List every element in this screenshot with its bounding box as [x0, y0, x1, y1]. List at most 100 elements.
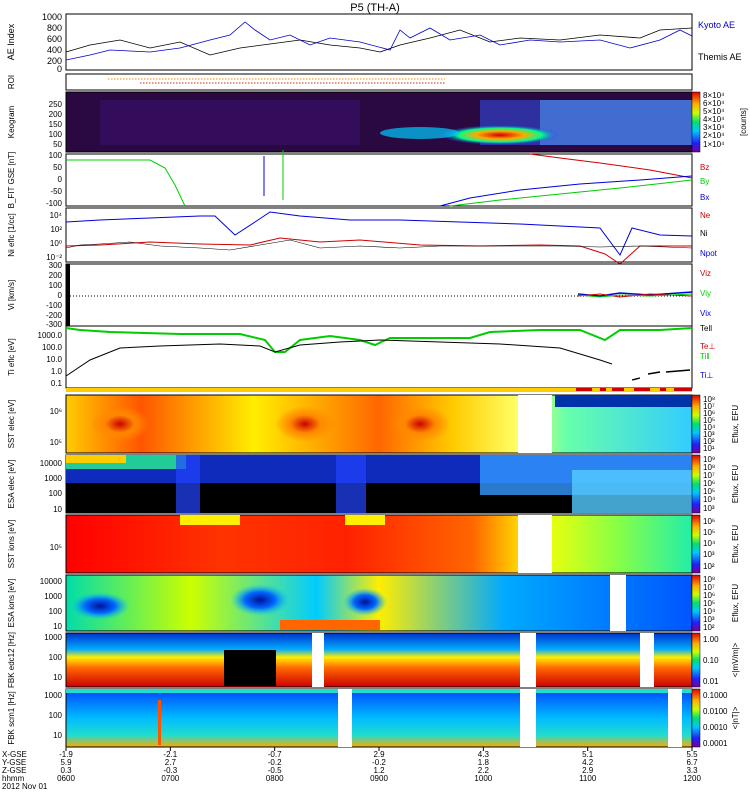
colorbar-label: [counts] [739, 108, 748, 136]
series-themis-ae [65, 27, 693, 56]
xaxis-tick-label: 1200 [683, 774, 701, 783]
cb-tick: 3×10⁴ [703, 123, 725, 132]
panel-sst-elec: 10⁶ 10⁵ SST elec [eV] Eflux, EFU 10⁸ 10⁷… [7, 394, 740, 454]
xaxis-tick-label: 0700 [161, 774, 179, 783]
tick: 50 [53, 140, 62, 149]
tick: 100 [49, 151, 63, 160]
tick: -100 [46, 301, 63, 310]
colorbar-ticks: 8×10⁴ 6×10⁴ 5×10⁴ 4×10⁴ 3×10⁴ 2×10⁴ 1×10… [703, 91, 725, 149]
tick: 200 [49, 110, 63, 119]
tick: -100 [46, 199, 63, 208]
tick: 1000 [44, 691, 62, 700]
tick: -50 [50, 187, 62, 196]
tick: 1000 [44, 592, 62, 601]
tick: 100 [49, 281, 63, 290]
tick: 10⁴ [50, 211, 63, 220]
ylabel: SST ions [eV] [7, 520, 16, 569]
tick: 0 [57, 64, 62, 74]
tick: 1000 [44, 633, 62, 642]
panel-ni: 10⁴ 10² 10⁰ 10⁻² Ni eflc [1/cc] Ne Ni Np… [7, 207, 718, 265]
series-ni [65, 239, 693, 251]
legend-viy: Viy [700, 289, 711, 298]
xaxis-tick-label: 0.3 [60, 766, 72, 775]
tick: 100.0 [42, 343, 63, 352]
tick: 100 [49, 489, 63, 498]
cb-tick: 10² [703, 562, 715, 571]
series-ne [65, 237, 692, 265]
panel-sst-ions: 10⁵ SST ions [eV] Eflux, EFU 10⁶ 10⁵ 10⁴… [7, 514, 740, 574]
xaxis-tick-label: 1.2 [373, 766, 385, 775]
cb-tick: 10⁴ [703, 539, 716, 548]
tick: 100 [49, 711, 63, 720]
cb-tick: 1×10⁴ [703, 140, 725, 149]
legend-themis: Themis AE [698, 52, 742, 62]
ylabel: Keogram [7, 105, 16, 138]
tick: 10⁵ [50, 543, 62, 552]
cb-tick: 10³ [703, 504, 715, 513]
panel-ti: 1000.0 100.0 10.0 1.0 0.1 Ti eflc [eV] T… [7, 324, 715, 389]
cb-tick: 1.00 [703, 635, 719, 644]
legend-viz: Viz [700, 269, 711, 278]
xaxis-tick-label: 0800 [266, 774, 284, 783]
xaxis-tick-label: 6.7 [686, 758, 698, 767]
cb-tick: 10⁶ [703, 479, 715, 488]
xaxis-tick-label: -0.2 [372, 758, 386, 767]
cb-tick: 10¹ [703, 444, 715, 453]
series-bz [529, 153, 693, 179]
cb-tick: 0.10 [703, 656, 719, 665]
tick: 1.0 [51, 367, 63, 376]
cb-tick: 10³ [703, 615, 715, 624]
legend-vix: Vix [700, 309, 711, 318]
ylabel: B_FIT GSE [nT] [7, 152, 16, 209]
tick: 10 [53, 622, 62, 631]
ylabel: Ti eflc [eV] [7, 338, 16, 376]
tick: 300 [49, 261, 63, 270]
tick: 0 [58, 291, 63, 300]
tick: 10000 [40, 459, 63, 468]
cb-tick: 5×10⁴ [703, 107, 725, 116]
colorbar-label: Eflux, EFU [731, 405, 740, 443]
ylabel: FBK edc12 [Hz] [7, 632, 16, 688]
xaxis-tick-label: 4.2 [582, 758, 594, 767]
cb-tick: 0.0100 [703, 707, 728, 716]
cb-tick: 10⁶ [703, 517, 715, 526]
tick: 10 [53, 731, 62, 740]
tick: 1000.0 [38, 331, 63, 340]
ylabel: Vi [km/s] [7, 280, 16, 311]
x-axis-labels: X-GSE -1.9 -2.1 -0.7 2.9 4.3 5.1 5.5 Y-GSE 5.9 2.7… [2, 747, 701, 791]
cb-tick: 10⁶ [703, 409, 715, 418]
date-label: 2012 Nov 01 [2, 782, 48, 791]
xaxis-tick-label: -0.7 [268, 750, 282, 759]
tick: 400 [47, 45, 62, 55]
legend-bx: Bx [700, 193, 709, 202]
colorbar-label: Eflux, EFU [731, 525, 740, 563]
xaxis-tick-label: 4.3 [478, 750, 490, 759]
cb-tick: 10⁵ [703, 416, 715, 425]
cb-tick: 10⁵ [703, 599, 715, 608]
tick: 10.0 [46, 355, 62, 364]
series-kyoto-ae [65, 21, 693, 61]
xaxis-row-label: hhmm [2, 774, 25, 783]
legend-ni: Ni [700, 229, 708, 238]
tick: 10² [50, 225, 62, 234]
ylabel: SST elec [eV] [7, 400, 16, 449]
panel-esa-elec: 10000 1000 100 10 ESA elec [eV] Eflux, E… [7, 454, 740, 514]
plot-title: P5 (TH-A) [350, 2, 400, 14]
ylabel: ROI [7, 75, 16, 89]
legend-ne: Ne [700, 211, 711, 220]
legend-by: By [700, 177, 709, 186]
ylabel: Ni eflc [1/cc] [7, 213, 16, 257]
ylabel: AE Index [6, 23, 16, 60]
cb-tick: 2×10⁴ [703, 131, 725, 140]
xaxis-tick-label: 0600 [57, 774, 75, 783]
xaxis-tick-label: 1100 [579, 774, 597, 783]
tick: 150 [49, 120, 63, 129]
tick: 50 [53, 163, 62, 172]
tick: 10⁵ [50, 438, 62, 447]
legend-teperp: Te⊥ [700, 342, 715, 351]
tick: 10000 [40, 577, 63, 586]
panel-fbk-e: 1000 100 10 FBK edc12 [Hz] <|mV/m|> 1.00… [7, 632, 740, 688]
cb-tick: 10⁸ [703, 575, 715, 584]
xaxis-tick-label: 5.9 [60, 758, 72, 767]
cb-tick: 10⁸ [703, 463, 715, 472]
